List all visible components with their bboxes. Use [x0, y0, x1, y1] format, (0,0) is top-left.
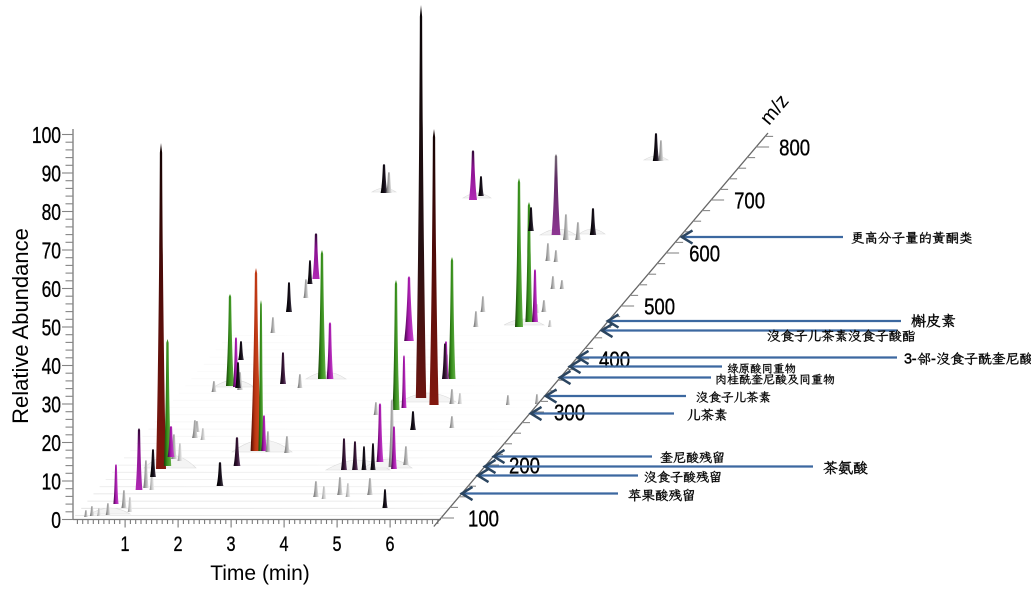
svg-text:-: -	[912, 352, 917, 368]
svg-text:100: 100	[468, 506, 499, 532]
svg-text:600: 600	[689, 241, 720, 267]
svg-text:400: 400	[599, 347, 630, 373]
svg-text:50: 50	[42, 315, 61, 341]
svg-text:1: 1	[121, 533, 130, 556]
svg-text:60: 60	[42, 276, 61, 302]
svg-text:0: 0	[51, 507, 61, 533]
svg-text:10: 10	[42, 469, 61, 495]
svg-text:70: 70	[42, 238, 61, 264]
svg-text:800: 800	[779, 135, 810, 161]
svg-text:Time (min): Time (min)	[210, 562, 310, 585]
svg-text:90: 90	[42, 161, 61, 187]
svg-text:Relative Abundance: Relative Abundance	[8, 228, 33, 424]
svg-text:4: 4	[280, 533, 289, 556]
svg-text:500: 500	[644, 294, 675, 320]
svg-text:80: 80	[42, 199, 61, 225]
svg-text:100: 100	[32, 122, 61, 148]
svg-text:40: 40	[42, 353, 61, 379]
svg-text:20: 20	[42, 430, 61, 456]
svg-text:700: 700	[734, 188, 765, 214]
svg-text:5: 5	[333, 533, 342, 556]
svg-text:-: -	[931, 352, 936, 368]
svg-text:3: 3	[227, 533, 236, 556]
svg-text:6: 6	[386, 533, 395, 556]
svg-text:3: 3	[904, 352, 912, 368]
svg-text:2: 2	[174, 533, 183, 556]
svg-text:30: 30	[42, 392, 61, 418]
